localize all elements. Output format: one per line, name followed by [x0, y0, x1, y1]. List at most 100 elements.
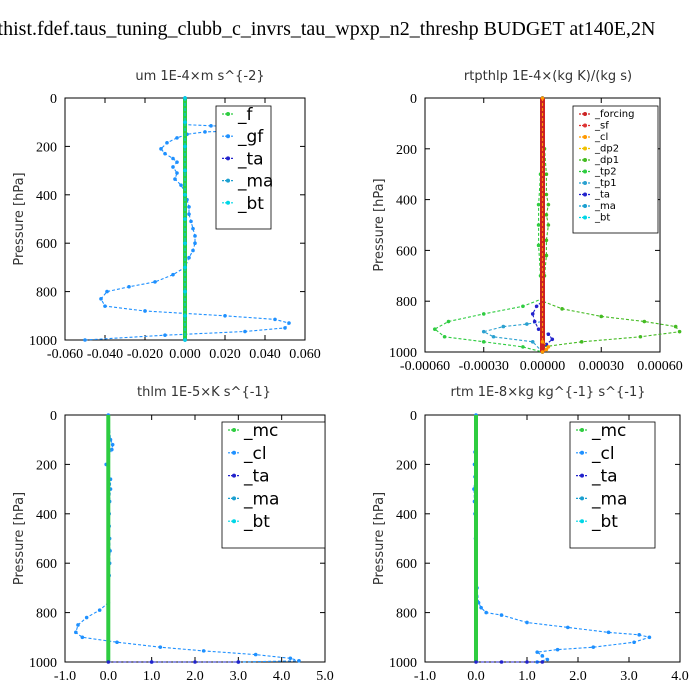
y-tick-label: 1000	[29, 334, 57, 349]
x-tick-label: 0.00000	[520, 359, 566, 374]
legend-label: _bt	[237, 194, 264, 214]
data-point-dp1	[544, 213, 549, 217]
y-tick-label: 1000	[389, 346, 417, 361]
data-point-ta	[106, 660, 111, 664]
data-point-gf	[103, 304, 107, 308]
legend-marker	[580, 428, 584, 432]
legend-marker	[583, 146, 587, 151]
data-point-dp1	[546, 202, 551, 207]
y-tick-label: 200	[36, 140, 57, 155]
data-point-cl	[637, 633, 641, 637]
y-tick-label: 200	[396, 143, 417, 158]
data-point-cl	[540, 96, 545, 100]
data-point-gf	[191, 226, 195, 231]
data-point-cl	[545, 657, 550, 662]
data-point-tp2	[481, 340, 486, 344]
y-tick-label: 600	[396, 557, 417, 572]
x-tick-label: -0.060	[47, 347, 83, 362]
legend-label: _dp1	[594, 155, 619, 166]
legend-marker	[226, 200, 230, 205]
data-point-gf	[243, 329, 247, 334]
data-point-gf	[273, 317, 277, 322]
x-tick-label: 0.060	[289, 347, 321, 362]
x-tick-label: -0.020	[127, 347, 163, 362]
y-tick-label: 200	[36, 458, 57, 473]
data-point-gf	[187, 255, 191, 260]
legend-label: _ta	[243, 467, 270, 487]
data-point-tp2	[442, 334, 447, 339]
legend-marker	[232, 428, 236, 432]
legend-label: _ta	[591, 467, 618, 487]
legend-label: _f	[237, 105, 254, 125]
legend-label: _mc	[243, 421, 278, 441]
chart-panel-um: um 1E-4×m s^{-2} Pressure [hPa] -0.060 -0.0…	[12, 69, 321, 362]
chart-panel-rtm: rtm 1E-8×kg kg^{-1} s^{-1} Pressure [hPa]…	[372, 385, 689, 684]
x-tick-label: 2.0	[186, 669, 204, 684]
legend-marker	[583, 135, 587, 139]
x-tick-label: 0.020	[209, 347, 241, 362]
data-point-ta	[546, 332, 551, 337]
x-tick-label: -0.00030	[459, 359, 509, 374]
legend-box	[215, 105, 272, 230]
data-point-cl	[566, 625, 570, 630]
legend-box	[569, 421, 656, 549]
data-point-gf	[127, 284, 131, 289]
y-tick-label: 200	[396, 458, 417, 473]
series-line-tp2	[433, 97, 544, 353]
legend-label: _tp2	[594, 167, 617, 178]
data-point-ta	[534, 304, 539, 309]
data-point-gf	[187, 212, 191, 216]
data-point-gf	[193, 234, 197, 238]
data-point-gf	[173, 177, 177, 181]
data-point-bt	[183, 338, 187, 342]
x-tick-label: -1.0	[414, 669, 436, 684]
x-tick-label: -0.040	[87, 347, 123, 362]
series-line-dp1	[541, 97, 681, 352]
chart-panel-rtpthlp: rtpthlp 1E-4×(kg K)/(kg s) Pressure [hPa]…	[372, 69, 683, 374]
data-point-bt	[183, 314, 187, 318]
data-point-dp1	[638, 334, 643, 339]
y-tick-label: 400	[396, 508, 417, 523]
data-point-cl	[80, 635, 85, 640]
data-point-cl	[540, 654, 545, 658]
data-point-ta	[544, 342, 549, 347]
data-point-cl	[97, 608, 102, 612]
data-point-cl	[201, 649, 206, 653]
x-tick-label: 5.0	[316, 669, 334, 684]
data-point-bt	[183, 168, 187, 173]
y-tick-label: 1000	[389, 656, 417, 671]
y-axis-label: Pressure [hPa]	[12, 492, 27, 585]
data-point-cl	[544, 347, 549, 352]
data-point-cl	[606, 630, 611, 635]
data-point-tp2	[521, 345, 525, 349]
data-point-gf	[223, 314, 227, 318]
data-point-dp1	[544, 253, 549, 258]
legend-marker	[226, 156, 230, 161]
data-point-cl	[158, 645, 163, 649]
y-tick-label: 0	[410, 92, 417, 107]
data-point-tp1	[491, 334, 496, 339]
y-axis-label: Pressure [hPa]	[12, 172, 27, 265]
data-point-ta	[193, 660, 197, 664]
data-point-dp1	[599, 314, 604, 319]
data-point-bt	[183, 144, 187, 149]
data-point-gf	[187, 205, 191, 209]
data-point-gf	[171, 156, 175, 161]
legend-label: _ma	[243, 489, 279, 509]
data-point-gf	[175, 171, 179, 175]
x-tick-label: 4.0	[671, 669, 689, 684]
legend-marker	[232, 519, 236, 524]
data-point-cl	[647, 635, 652, 640]
legend-marker	[583, 158, 587, 162]
y-tick-label: 0	[50, 409, 57, 424]
data-point-ta	[474, 660, 478, 664]
legend-marker	[580, 496, 584, 501]
data-point-dp1	[544, 238, 549, 243]
data-point-gf	[189, 219, 193, 224]
x-tick-label: -1.0	[54, 669, 76, 684]
y-tick-label: 600	[36, 237, 57, 252]
data-point-dp1	[546, 223, 551, 227]
chart-title: thlm 1E-5×K s^{-1}	[137, 385, 271, 400]
data-point-cl	[555, 647, 560, 652]
data-point-gf	[163, 333, 167, 337]
